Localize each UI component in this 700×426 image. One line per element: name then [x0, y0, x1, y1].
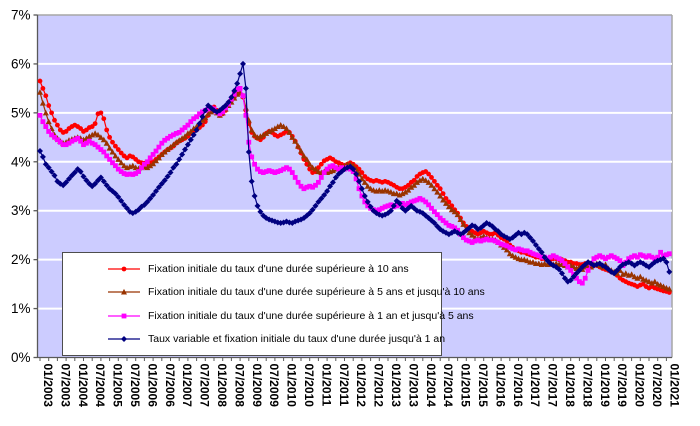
svg-text:07/2010: 07/2010: [302, 364, 316, 408]
svg-text:01/2005: 01/2005: [111, 364, 125, 408]
legend-item-over-10-years: Fixation initiale du taux d'une durée su…: [106, 263, 437, 275]
svg-text:07/2013: 07/2013: [406, 364, 420, 408]
svg-text:07/2012: 07/2012: [372, 364, 386, 408]
svg-text:07/2006: 07/2006: [163, 364, 177, 408]
svg-text:1%: 1%: [11, 301, 31, 316]
svg-text:07/2018: 07/2018: [580, 364, 594, 408]
svg-text:07/2017: 07/2017: [546, 364, 560, 408]
svg-text:07/2015: 07/2015: [476, 364, 490, 408]
legend-label: Fixation initiale du taux d'une durée su…: [148, 286, 485, 299]
svg-text:6%: 6%: [11, 56, 31, 71]
svg-text:01/2010: 01/2010: [285, 364, 299, 408]
svg-text:3%: 3%: [11, 203, 31, 218]
svg-text:01/2006: 01/2006: [145, 364, 159, 408]
svg-text:01/2012: 01/2012: [354, 364, 368, 408]
svg-text:01/2016: 01/2016: [493, 364, 507, 408]
x-axis-labels: 01/2003 07/2003 01/2004 07/2004 01/2005 07/20…: [39, 357, 681, 408]
svg-text:07/2019: 07/2019: [615, 364, 629, 408]
svg-text:01/2007: 01/2007: [180, 364, 194, 408]
svg-text:2%: 2%: [11, 252, 31, 267]
svg-text:01/2015: 01/2015: [459, 364, 473, 408]
legend-label: Taux variable et fixation initiale du ta…: [148, 333, 446, 346]
svg-text:07/2008: 07/2008: [232, 364, 246, 408]
legend-marker-brown-triangle-icon: [108, 289, 140, 295]
svg-text:07/2004: 07/2004: [93, 364, 107, 408]
svg-text:07/2007: 07/2007: [198, 364, 212, 408]
svg-text:01/2014: 01/2014: [424, 364, 438, 408]
legend-marker-red-circle-icon: [108, 266, 140, 272]
svg-text:07/2005: 07/2005: [128, 364, 142, 408]
chart-legend: Fixation initiale du taux d'une durée su…: [62, 252, 485, 356]
legend-item-1-to-5-years: Fixation initiale du taux d'une durée su…: [106, 310, 474, 322]
legend-item-5-to-10-years: Fixation initiale du taux d'une durée su…: [106, 286, 485, 298]
svg-text:01/2018: 01/2018: [563, 364, 577, 408]
svg-text:01/2009: 01/2009: [250, 364, 264, 408]
y-axis-labels: 0% 1% 2% 3% 4% 5% 6% 7%: [11, 8, 38, 365]
svg-text:07/2009: 07/2009: [267, 364, 281, 408]
svg-text:01/2019: 01/2019: [598, 364, 612, 408]
svg-text:07/2014: 07/2014: [441, 364, 455, 408]
svg-text:07/2016: 07/2016: [511, 364, 525, 408]
svg-text:01/2003: 01/2003: [41, 364, 55, 408]
legend-label: Fixation initiale du taux d'une durée su…: [148, 262, 409, 275]
series-3: [37, 60, 673, 285]
svg-text:01/2011: 01/2011: [319, 364, 333, 407]
svg-text:01/2013: 01/2013: [389, 364, 403, 408]
legend-item-variable-up-to-1-year: Taux variable et fixation initiale du ta…: [106, 333, 445, 345]
svg-text:01/2004: 01/2004: [76, 364, 90, 408]
svg-text:5%: 5%: [11, 105, 31, 120]
svg-text:01/2021: 01/2021: [667, 364, 681, 408]
legend-label: Fixation initiale du taux d'une durée su…: [148, 309, 474, 322]
svg-text:01/2020: 01/2020: [633, 364, 647, 408]
svg-text:4%: 4%: [11, 154, 31, 169]
legend-marker-navy-diamond-icon: [108, 336, 140, 343]
svg-text:01/2008: 01/2008: [215, 364, 229, 408]
legend-marker-magenta-square-icon: [108, 313, 140, 319]
svg-text:07/2003: 07/2003: [58, 364, 72, 408]
svg-text:07/2011: 07/2011: [337, 364, 351, 407]
svg-text:7%: 7%: [11, 8, 31, 23]
svg-text:07/2020: 07/2020: [650, 364, 664, 408]
svg-text:01/2017: 01/2017: [528, 364, 542, 408]
svg-text:0%: 0%: [11, 350, 31, 365]
